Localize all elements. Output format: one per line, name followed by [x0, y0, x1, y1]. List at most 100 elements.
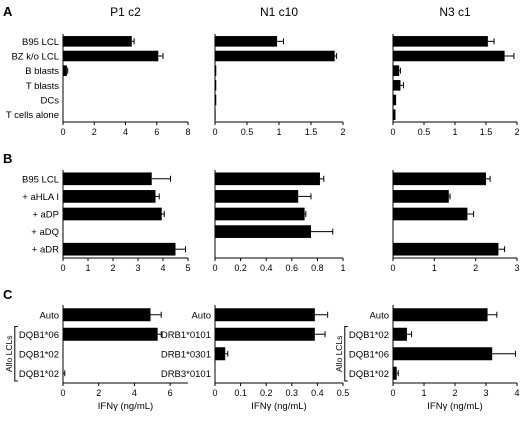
- category-label: + aHLA I: [22, 192, 59, 203]
- bar: [215, 347, 226, 361]
- chart-panel-c3: 0 1 2 3 4 Auto DQB1*02 DQB1*06 DQB1*02 IFNγ (ng/m…: [334, 305, 520, 412]
- category-label: Auto: [191, 310, 211, 321]
- chart-title: N1 c10: [260, 5, 298, 19]
- bar: [63, 65, 67, 76]
- bar: [215, 190, 299, 203]
- chart-panel-a2: N1 c10 0 0.5 1 1.5 2: [212, 5, 345, 137]
- bracket: [344, 326, 348, 382]
- x-tick-label: 0.2: [260, 388, 273, 398]
- chart-panel-b3: 0 1 2 3: [390, 170, 520, 273]
- x-tick-label: 0: [60, 127, 65, 137]
- category-label: Auto: [39, 310, 59, 321]
- bar: [215, 308, 315, 322]
- category-label: B95 LCL: [22, 174, 59, 185]
- x-tick-label: 4: [160, 263, 165, 273]
- category-label: DQB1*06: [349, 349, 389, 360]
- x-tick-label: 4: [123, 127, 128, 137]
- category-label: DQB1*06: [19, 330, 59, 341]
- bar: [393, 308, 488, 322]
- x-tick-label: 4: [132, 388, 137, 398]
- bar: [63, 242, 176, 256]
- panel-letter-b: B: [3, 151, 12, 166]
- x-tick-label: 0: [390, 127, 395, 137]
- bar: [393, 207, 468, 221]
- bar: [215, 65, 217, 76]
- chart-title: P1 c2: [110, 5, 141, 19]
- bar: [63, 190, 156, 203]
- bar: [215, 327, 315, 341]
- bar: [215, 172, 320, 186]
- x-tick-label: 0.5: [337, 388, 350, 398]
- x-tick-label: 6: [168, 388, 173, 398]
- chart-panel-b1: 0 1 2 3 4 5 B95 LCL + aHLA I + aDP + aDQ + aDR: [22, 170, 191, 273]
- category-label: DRB1*0101: [161, 330, 211, 341]
- x-tick-label: 0.4: [311, 388, 324, 398]
- bar: [393, 94, 397, 106]
- chart-panel-a1: P1 c2 0 2 4 6 8 B95 LCL BZ k/o LCL B blasts T bla…: [6, 5, 191, 137]
- bar: [393, 50, 505, 62]
- x-tick-label: 0.2: [234, 263, 247, 273]
- bar: [393, 327, 407, 341]
- x-tick-label: 1.5: [480, 127, 493, 137]
- category-label: BZ k/o LCL: [11, 52, 59, 63]
- x-tick-label: 1.5: [305, 127, 318, 137]
- category-label: DRB3*0101: [161, 369, 211, 380]
- x-tick-label: 2: [514, 127, 519, 137]
- x-tick-label: 5: [185, 263, 190, 273]
- category-label: + aDR: [32, 245, 59, 256]
- x-tick-label: 2: [110, 263, 115, 273]
- bar: [393, 65, 400, 76]
- category-label: DCs: [41, 96, 60, 107]
- bar: [393, 172, 486, 186]
- bracket-label: Allo LCLs: [4, 336, 14, 372]
- bar: [215, 207, 305, 221]
- bar: [393, 36, 488, 47]
- bar: [393, 347, 493, 361]
- x-tick-label: 2: [96, 388, 101, 398]
- x-tick-label: 1: [340, 263, 345, 273]
- bar: [393, 80, 401, 91]
- x-tick-label: 1: [432, 263, 437, 273]
- category-label: DQB1*02: [349, 369, 389, 380]
- bar: [215, 50, 335, 62]
- chart-panel-a3: N3 c1 0 0.5 1 1.5 2: [390, 5, 519, 137]
- bar: [215, 80, 217, 91]
- x-tick-label: 0.1: [234, 388, 247, 398]
- bar: [63, 207, 162, 221]
- x-tick-label: 0.4: [260, 263, 273, 273]
- x-tick-label: 0: [390, 388, 395, 398]
- x-tick-label: 0: [60, 388, 65, 398]
- x-tick-label: 3: [514, 263, 519, 273]
- category-label: + aDQ: [31, 227, 59, 238]
- x-axis-label: IFNγ (ng/mL): [251, 401, 306, 412]
- x-tick-label: 0.5: [241, 127, 254, 137]
- x-tick-label: 0: [212, 263, 217, 273]
- panel-letter-c: C: [3, 287, 13, 302]
- bar: [215, 225, 311, 238]
- category-label: T blasts: [26, 81, 59, 92]
- x-tick-label: 0: [390, 263, 395, 273]
- bar: [63, 308, 151, 322]
- category-label: B95 LCL: [22, 37, 59, 48]
- category-label: DRB1*0301: [161, 349, 211, 360]
- bar: [393, 242, 499, 256]
- chart-panel-c2: 0 0.1 0.2 0.3 0.4 0.5 Auto DRB1*0101 DRB1*0301 DR…: [161, 305, 349, 412]
- chart-panel-b2: 0 0.2 0.4 0.6 0.8 1: [212, 170, 346, 273]
- bar: [393, 366, 397, 380]
- x-tick-label: 8: [185, 127, 190, 137]
- x-tick-label: 0: [212, 127, 217, 137]
- x-tick-label: 2: [452, 388, 457, 398]
- category-label: DQB1*02: [349, 330, 389, 341]
- bar: [215, 94, 217, 106]
- bar: [63, 50, 159, 62]
- category-label: T cells alone: [6, 110, 59, 121]
- category-label: B blasts: [25, 66, 59, 77]
- panel-letter-a: A: [3, 4, 13, 19]
- x-tick-label: 2: [473, 263, 478, 273]
- x-tick-label: 1: [452, 127, 457, 137]
- x-tick-label: 2: [340, 127, 345, 137]
- x-tick-label: 4: [514, 388, 519, 398]
- bar: [63, 327, 158, 341]
- bracket: [14, 326, 18, 382]
- category-label: DQB1*02: [19, 349, 59, 360]
